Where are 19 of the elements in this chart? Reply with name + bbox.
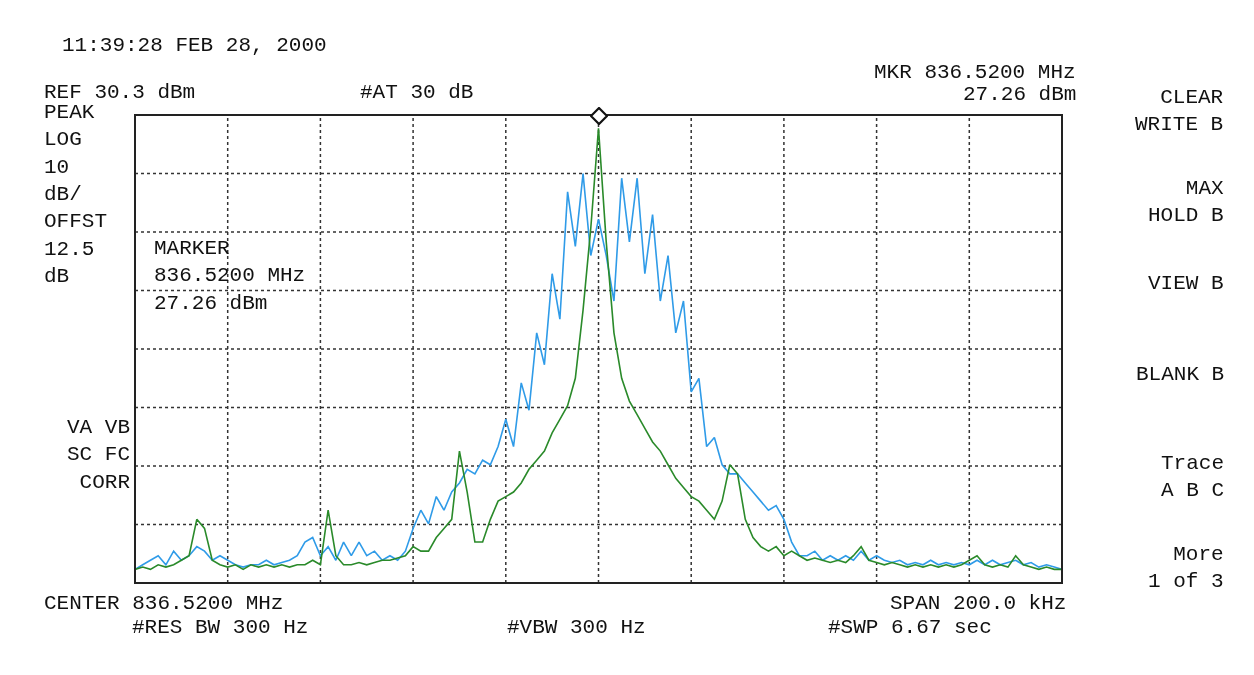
text: CLEAR WRITE B [1135, 86, 1224, 137]
text: More 1 of 3 [1148, 543, 1224, 594]
text: 11:39:28 FEB 28, 2000 [62, 34, 327, 57]
text: Trace A B C [1161, 452, 1225, 503]
text: VA VB SC FC CORR [67, 416, 131, 494]
text: BLANK B [1136, 363, 1225, 386]
text: CENTER 836.5200 MHz [44, 592, 284, 615]
text: MKR 836.5200 MHz [874, 61, 1076, 84]
text: #VBW 300 Hz [507, 616, 646, 639]
text: REF 30.3 dBm [44, 81, 196, 104]
text: #AT 30 dB [360, 81, 474, 104]
text: MAX HOLD B [1148, 177, 1225, 228]
text: PEAK LOG 10 dB/ OFFST 12.5 dB [44, 101, 108, 288]
annotation: MARKER 836.5200 MHz 27.26 dBm [154, 237, 306, 315]
text: #RES BW 300 Hz [132, 616, 309, 639]
text: 27.26 dBm [963, 83, 1077, 106]
text: #SWP 6.67 sec [828, 616, 992, 639]
text: VIEW B [1148, 272, 1224, 295]
text: SPAN 200.0 kHz [890, 592, 1067, 615]
